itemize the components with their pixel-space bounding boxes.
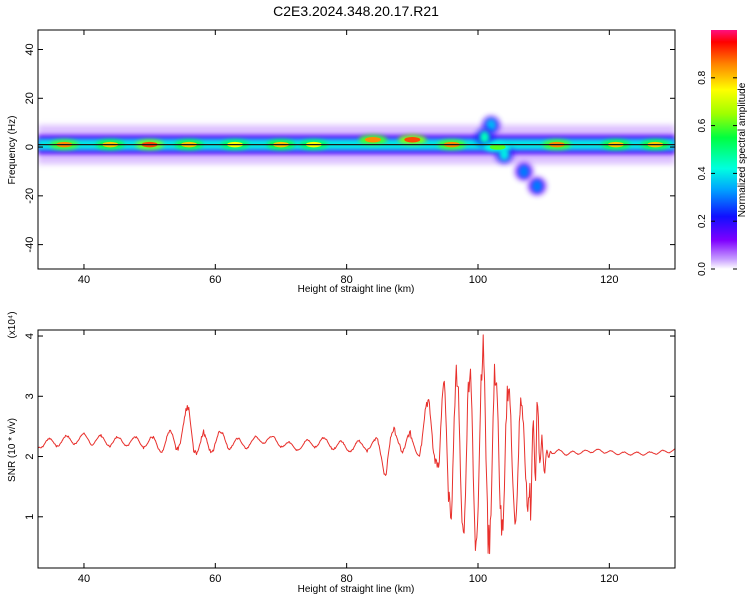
snr-series-line: [38, 334, 675, 555]
colorbar-gradient: [711, 30, 737, 269]
colorbar-label: Normalized spectral amplitude: [737, 82, 748, 217]
colorbar-tick-label-0.8: 0.8: [697, 70, 708, 84]
snr-frame: [37, 329, 676, 569]
snr-x-axis: 40 60 80 100 120: [78, 330, 619, 585]
spectrogram-y-axis: 40 20 0 -20 -40: [24, 43, 675, 253]
colorbar-tick-label-0.2: 0.2: [697, 214, 708, 228]
snr-y-tick-label-3: 3: [24, 393, 36, 399]
spectrogram-x-axis: 40 60 80 100 120: [78, 30, 619, 286]
snr-y-tick-label-2: 2: [24, 453, 36, 459]
spectrogram-y-label: Frequency (Hz): [7, 116, 18, 185]
spectrogram-x-label: Height of straight line (km): [298, 284, 415, 295]
spectrogram-y-tick-label-0: 0: [24, 144, 36, 150]
spectrogram-panel: 40 60 80 100 120 40 20 0 -20 -40 Height of strai…: [7, 29, 676, 295]
spectral-feature: [532, 180, 543, 193]
colorbar-tick-label-0.0: 0.0: [697, 262, 708, 276]
colorbar-axis: 0.0 0.2 0.4 0.6 0.8: [697, 70, 737, 276]
spectrogram-y-tick-label--40: -40: [24, 237, 36, 253]
snr-plot-area: [38, 330, 675, 568]
spectral-feature: [518, 165, 529, 178]
snr-y-tick-label-1: 1: [24, 514, 36, 520]
spectral-feature: [486, 119, 497, 132]
spectral-feature: [479, 131, 490, 144]
spectral-hotspot: [489, 144, 506, 150]
snr-y-label: SNR (10 * v/v): [7, 418, 18, 482]
colorbar: 0.0 0.2 0.4 0.6 0.8 Normalized spectral ampl…: [697, 30, 748, 276]
spectral-hotspot: [364, 137, 381, 143]
snr-x-tick-label-80: 80: [341, 573, 353, 585]
spectrogram-x-tick-label-120: 120: [600, 274, 618, 286]
spectrogram-x-tick-label-80: 80: [341, 274, 353, 286]
snr-x-tick-label-40: 40: [78, 573, 90, 585]
snr-panel: 40 60 80 100 120 4 3 2 1 (x10⁴) Height of strai…: [7, 311, 676, 595]
snr-x-tick-label-120: 120: [600, 573, 618, 585]
snr-multiplier-label: (x10⁴): [7, 311, 18, 338]
spectrogram-y-tick-label-20: 20: [24, 92, 36, 104]
snr-y-tick-label-4: 4: [24, 333, 36, 339]
spectrogram-y-tick-label--20: -20: [24, 188, 36, 204]
spectrogram-y-tick-label-40: 40: [24, 43, 36, 55]
spectrogram-heatmap: [38, 116, 675, 196]
spectrogram-x-tick-label-60: 60: [209, 274, 221, 286]
snr-x-tick-label-100: 100: [469, 573, 487, 585]
colorbar-tick-label-0.4: 0.4: [697, 166, 708, 180]
chart-title: C2E3.2024.348.20.17.R21: [273, 3, 439, 19]
spectral-hotspot: [404, 137, 421, 143]
snr-x-tick-label-60: 60: [209, 573, 221, 585]
colorbar-tick-label-0.6: 0.6: [697, 118, 708, 132]
snr-x-label: Height of straight line (km): [298, 584, 415, 595]
spectrogram-x-tick-label-40: 40: [78, 274, 90, 286]
spectrogram-frame: [37, 29, 676, 270]
spectrogram-x-tick-label-100: 100: [469, 274, 487, 286]
snr-y-axis: 4 3 2 1: [24, 333, 675, 520]
